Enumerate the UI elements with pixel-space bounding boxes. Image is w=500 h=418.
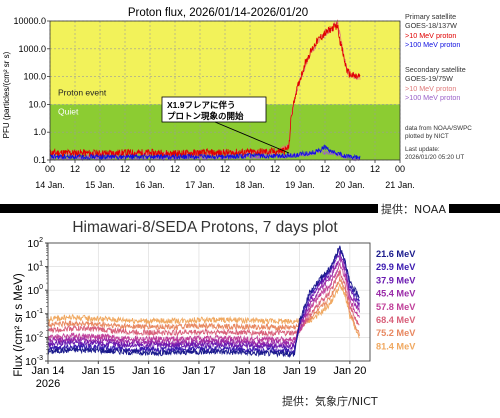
top-x-day-label: 19 Jan. — [285, 180, 315, 190]
bottom-plot-frame — [47, 242, 371, 362]
legend-primary-sat: GOES-18/137W — [405, 21, 457, 30]
legend-primary-title: Primary satellite — [405, 12, 456, 21]
bottom-x-tick-label: Jan 20 — [333, 365, 366, 377]
legend-secondary-title: Secondary satellite — [405, 65, 466, 74]
top-x-day-label: 20 Jan. — [335, 180, 365, 190]
top-x-day-label: 18 Jan. — [235, 180, 265, 190]
panel-divider — [0, 204, 500, 213]
top-x-hour-label: 12 — [120, 164, 130, 174]
top-y-tick-label: 10000.0 — [13, 16, 46, 26]
bottom-x-year-label: 2026 — [36, 378, 60, 390]
bottom-y-tick-label: 102 — [27, 237, 43, 250]
bottom-series-line-6 — [47, 276, 360, 336]
bottom-y-axis-label: Flux (/cm² sr s MeV) — [13, 273, 25, 377]
legend-68-4-mev: 68.4 MeV — [376, 315, 416, 325]
legend-81-4-mev: 81.4 MeV — [376, 341, 416, 351]
bottom-x-tick-label: Jan 17 — [182, 365, 215, 377]
top-y-axis-label: PFU (particles/(cm² sr s) — [2, 51, 11, 138]
top-x-hour-label: 12 — [370, 164, 380, 174]
top-x-hour-label: 00 — [95, 164, 105, 174]
himawari-seda-chart: Himawari-8/SEDA Protons, 7 days plot 10-… — [13, 219, 416, 390]
legend-37-9-mev: 37.9 MeV — [376, 275, 416, 285]
top-x-day-label: 17 Jan. — [185, 180, 215, 190]
legend-secondary-sat: GOES-19/75W — [405, 74, 453, 83]
top-x-hour-label: 00 — [295, 164, 305, 174]
top-y-tick-label: 0.1 — [33, 155, 46, 165]
top-x-hour-label: 00 — [45, 164, 55, 174]
svg-text:Flux (/cm² sr s MeV): Flux (/cm² sr s MeV) — [13, 273, 25, 377]
top-x-hour-label: 00 — [195, 164, 205, 174]
annotation-arrow — [214, 121, 290, 154]
goes-proton-flux-panel: Proton flux, 2026/01/14-2026/01/20 Proto… — [2, 7, 472, 190]
quiet-label: Quiet — [58, 106, 79, 116]
noaa-credit: 提供：NOAA — [378, 201, 450, 217]
annotation-line-1: X1.9フレアに伴う — [167, 100, 236, 110]
top-x-hour-label: 12 — [220, 164, 230, 174]
top-x-day-label: 15 Jan. — [85, 180, 115, 190]
bottom-y-tick-label: 10-3 — [25, 355, 43, 368]
bottom-y-tick-label: 101 — [27, 261, 43, 274]
bottom-x-tick-label: Jan 18 — [233, 365, 266, 377]
bottom-x-tick-label: Jan 14 — [31, 365, 64, 377]
bottom-y-tick-label: 10-2 — [25, 331, 43, 344]
bottom-series-line-0 — [47, 245, 360, 358]
legend-45-4-mev: 45.4 MeV — [376, 289, 416, 299]
legend-29-9-mev: 29.9 MeV — [376, 262, 416, 272]
bottom-series-line-5 — [47, 269, 360, 337]
top-x-hour-label: 12 — [70, 164, 80, 174]
legend-57-8-mev: 57.8 MeV — [376, 302, 416, 312]
bottom-x-tick-label: Jan 16 — [132, 365, 165, 377]
proton-event-label: Proton event — [58, 87, 107, 97]
top-x-hour-label: 00 — [245, 164, 255, 174]
top-x-day-label: 14 Jan. — [35, 180, 65, 190]
bottom-x-tick-label: Jan 19 — [283, 365, 316, 377]
top-x-hour-label: 00 — [395, 164, 405, 174]
legend-update1: Last update: — [405, 146, 440, 153]
bottom-series-line-2 — [47, 250, 360, 351]
jma-nict-credit: 提供：気象庁/NICT — [282, 395, 378, 408]
top-y-tick-label: 100.0 — [23, 72, 46, 82]
top-x-hour-label: 00 — [345, 164, 355, 174]
legend-source2: plotted by NICT — [405, 133, 449, 140]
legend-primary-10: >10 MeV proton — [405, 31, 456, 40]
legend-75-2-mev: 75.2 MeV — [376, 328, 416, 338]
top-x-day-label: 16 Jan. — [135, 180, 165, 190]
bottom-chart-title: Himawari-8/SEDA Protons, 7 days plot — [72, 219, 338, 236]
top-y-tick-label: 1.0 — [33, 127, 46, 137]
top-y-tick-label: 10.0 — [28, 99, 46, 109]
legend-21-6-mev: 21.6 MeV — [376, 249, 416, 259]
top-x-hour-label: 00 — [145, 164, 155, 174]
bottom-x-tick-label: Jan 15 — [82, 365, 115, 377]
legend-update2: 2026/01/20 05:20 UT — [405, 154, 464, 161]
bottom-y-tick-label: 10-1 — [25, 308, 43, 321]
bottom-series-line-4 — [47, 262, 360, 344]
top-x-hour-label: 12 — [320, 164, 330, 174]
top-x-day-label: 21 Jan. — [385, 180, 415, 190]
top-series-line-2 — [49, 22, 361, 159]
top-x-hour-label: 12 — [270, 164, 280, 174]
legend-source1: data from NOAA/SWPC — [405, 125, 472, 132]
top-series-line-3 — [49, 144, 361, 161]
bottom-y-tick-label: 100 — [27, 284, 43, 297]
legend-secondary-100: >100 MeV proton — [405, 93, 460, 102]
goes-proton-flux-chart: Proton flux, 2026/01/14-2026/01/20 Proto… — [2, 7, 472, 190]
legend-primary-100: >100 MeV proton — [405, 40, 460, 49]
top-chart-title: Proton flux, 2026/01/14-2026/01/20 — [128, 7, 308, 19]
top-y-tick-label: 1000.0 — [18, 44, 46, 54]
himawari-seda-panel: Himawari-8/SEDA Protons, 7 days plot 10-… — [0, 213, 500, 413]
top-x-hour-label: 12 — [170, 164, 180, 174]
legend-secondary-10: >10 MeV proton — [405, 84, 456, 93]
annotation-line-2: プロトン現象の開始 — [167, 111, 244, 121]
annotation-box — [161, 96, 267, 123]
